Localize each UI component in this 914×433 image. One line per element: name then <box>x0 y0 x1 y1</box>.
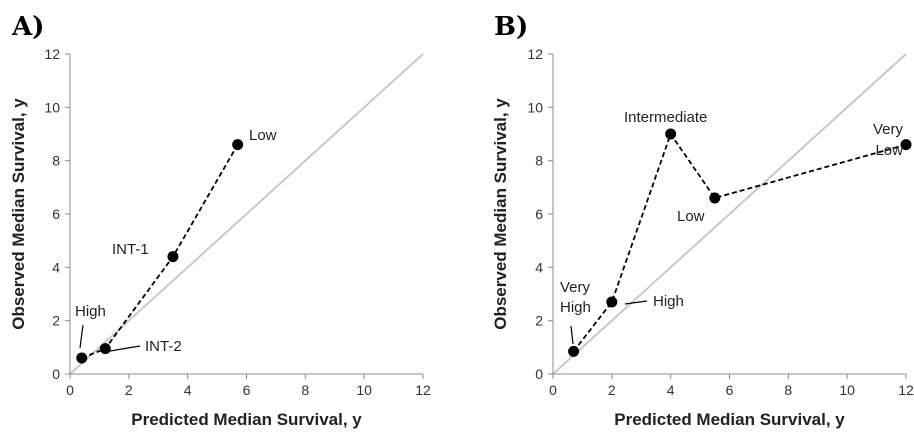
y-tick-label: 8 <box>52 153 60 169</box>
x-tick-label: 0 <box>66 382 74 398</box>
data-label: High <box>75 303 106 320</box>
panel-label: A) <box>11 12 44 42</box>
data-label: Very High <box>560 279 591 316</box>
y-tick-label: 6 <box>52 206 60 222</box>
y-tick-label: 2 <box>535 313 543 329</box>
chart-panel-1: A) 0 2 4 6 8 10 12 0 2 4 6 8 10 12 Predicted Median Sur… <box>9 12 431 429</box>
x-axis-title: Predicted Median Survival, y <box>614 410 845 429</box>
x-tick-label: 6 <box>243 382 251 398</box>
x-tick-label: 2 <box>125 382 133 398</box>
y-tick-label: 12 <box>527 46 543 62</box>
x-tick-label: 2 <box>608 382 616 398</box>
series-line <box>572 132 907 352</box>
x-tick-label: 6 <box>726 382 734 398</box>
data-point <box>76 352 88 364</box>
label-leader-line <box>109 345 141 352</box>
data-point <box>99 343 111 355</box>
label-leader-line <box>79 324 84 349</box>
y-tick-label: 10 <box>527 99 543 115</box>
data-point <box>606 296 618 308</box>
x-tick-label: 0 <box>549 382 557 398</box>
x-axis-title: Predicted Median Survival, y <box>131 410 362 429</box>
x-tick-label: 10 <box>356 382 372 398</box>
data-point <box>568 345 580 357</box>
reference-line <box>69 53 424 375</box>
data-point <box>709 192 721 204</box>
data-label: INT-2 <box>145 338 182 355</box>
data-point <box>665 128 677 140</box>
panel-label: B) <box>494 12 528 42</box>
y-tick-label: 4 <box>52 259 60 275</box>
x-tick-label: 4 <box>667 382 675 398</box>
y-tick-label: 8 <box>535 153 543 169</box>
reference-line <box>552 53 907 375</box>
x-tick-label: 12 <box>898 382 914 398</box>
y-tick-label: 2 <box>52 313 60 329</box>
data-label: Very Low <box>873 121 904 159</box>
data-label: High <box>653 293 684 310</box>
data-point <box>167 251 179 263</box>
chart-panel-2: B) 0 2 4 6 8 10 12 0 2 4 6 8 10 12 Predicted Median Sur… <box>491 12 914 429</box>
data-label: Low <box>249 127 277 144</box>
label-leader-line <box>570 325 574 345</box>
y-axis-title: Observed Median Survival, y <box>9 98 28 330</box>
series-line <box>81 144 239 359</box>
x-tick-label: 4 <box>184 382 192 398</box>
data-point <box>232 139 244 151</box>
data-label: Intermediate <box>624 109 707 126</box>
x-tick-label: 8 <box>301 382 309 398</box>
x-tick-label: 8 <box>784 382 792 398</box>
y-tick-label: 4 <box>535 259 543 275</box>
data-label: Low <box>677 208 705 225</box>
x-tick-label: 12 <box>415 382 431 398</box>
data-label: INT-1 <box>112 241 149 258</box>
y-tick-label: 10 <box>44 99 60 115</box>
x-tick-label: 10 <box>839 382 855 398</box>
label-leader-line <box>624 300 648 305</box>
y-axis-title: Observed Median Survival, y <box>491 98 510 330</box>
y-tick-label: 0 <box>52 366 60 382</box>
y-tick-label: 6 <box>535 206 543 222</box>
y-tick-label: 12 <box>44 46 60 62</box>
data-point <box>900 139 912 151</box>
y-tick-label: 0 <box>535 366 543 382</box>
